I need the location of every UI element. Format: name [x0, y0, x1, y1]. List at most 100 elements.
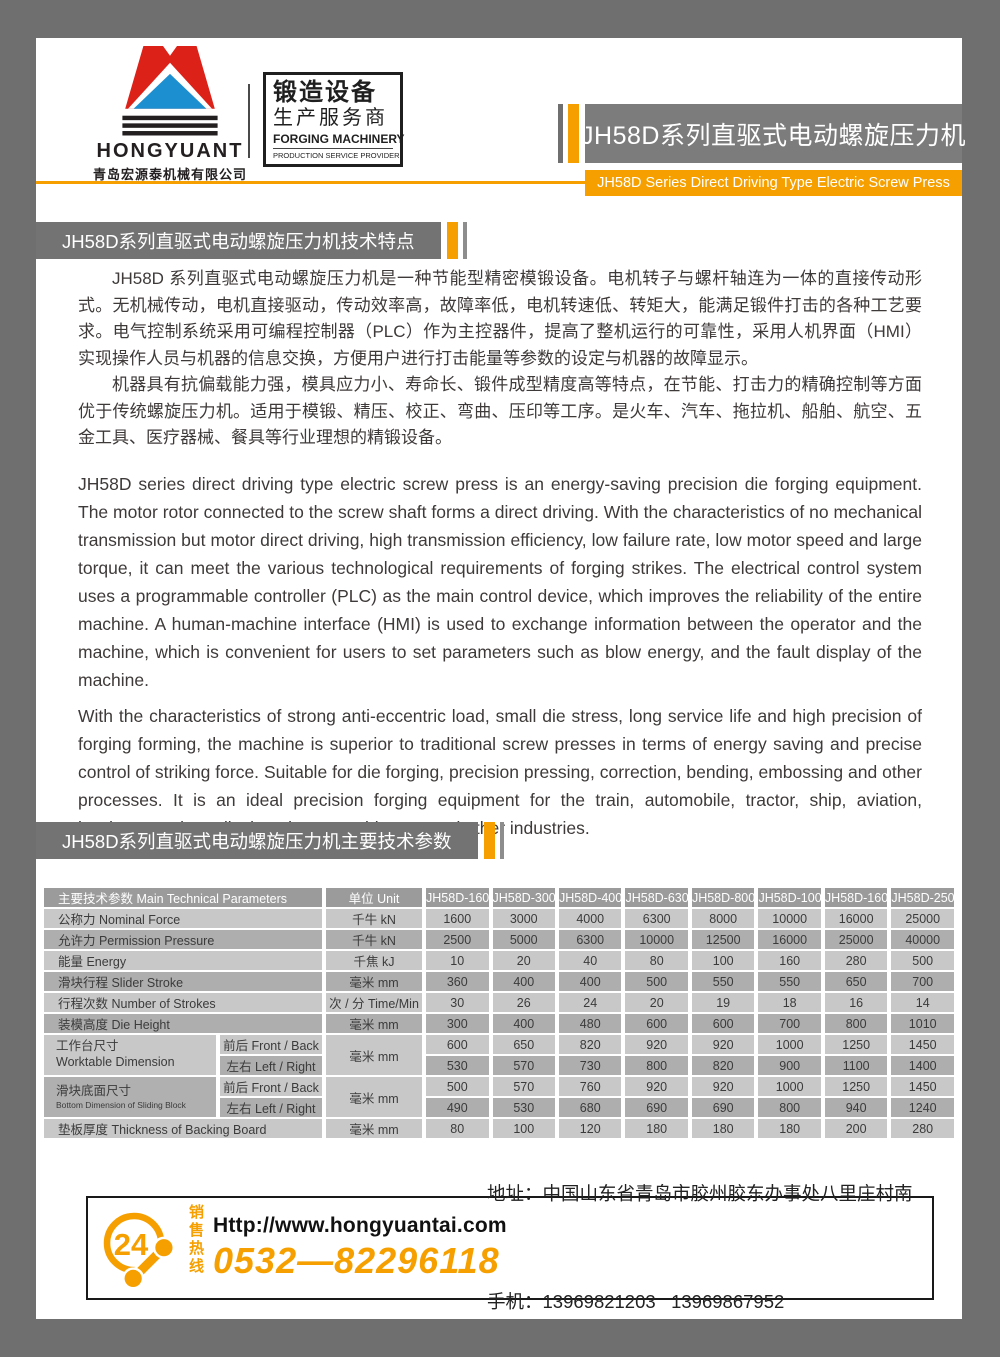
col-header-model: JH58D-800: [691, 888, 755, 907]
param-value: 180: [758, 1119, 821, 1138]
param-value: 820: [691, 1056, 755, 1075]
table-row: 能量 Energy 千焦 kJ 10 20 40 80 100 160 280 …: [44, 951, 954, 970]
hotline-24-badge: 24: [98, 1207, 180, 1290]
param-value: 6300: [558, 930, 622, 949]
badge-line1: 锻造设备: [273, 79, 377, 106]
param-value: 800: [625, 1056, 688, 1075]
col-header-model: JH58D-160: [426, 888, 489, 907]
param-value: 1010: [891, 1014, 954, 1033]
table-row: 垫板厚度 Thickness of Backing Board 毫米 mm 80…: [44, 1119, 954, 1138]
section-features-heading: JH58D系列直驱式电动螺旋压力机技术特点: [36, 222, 467, 259]
col-header-model: JH58D-300: [492, 888, 555, 907]
param-value: 530: [426, 1056, 489, 1075]
col-header-unit: 单位 Unit: [326, 888, 423, 907]
param-value: 600: [625, 1014, 688, 1033]
param-value: 40000: [891, 930, 954, 949]
page-header: HONGYUANT 青岛宏源泰机械有限公司 锻造设备 生产服务商 FORGING…: [36, 38, 965, 222]
param-value: 1450: [891, 1077, 954, 1096]
features-chinese-text: JH58D 系列直驱式电动螺旋压力机是一种节能型精密模锻设备。电机转子与螺杆轴连…: [78, 266, 922, 452]
param-value: 800: [824, 1014, 888, 1033]
param-value: 10: [426, 951, 489, 970]
table-row: 装模高度 Die Height 毫米 mm 300 400 480 600 60…: [44, 1014, 954, 1033]
param-value: 650: [824, 972, 888, 991]
group-label-en: Worktable Dimension: [56, 1055, 175, 1069]
param-value: 180: [625, 1119, 688, 1138]
param-value: 940: [824, 1098, 888, 1117]
product-title-en: JH58D Series Direct Driving Type Electri…: [585, 170, 962, 196]
param-unit: 毫米 mm: [326, 1035, 423, 1075]
table-row: 滑块底面尺寸 Bottom Dimension of Sliding Block…: [44, 1077, 954, 1117]
param-sub-label: 前后 Front / Back: [220, 1077, 323, 1096]
hotline-24-number: 24: [113, 1227, 149, 1262]
param-value: 550: [691, 972, 755, 991]
param-value: 5000: [492, 930, 555, 949]
param-value: 6300: [625, 909, 688, 928]
col-header-model: JH58D-2500: [891, 888, 954, 907]
website-url: Http://www.hongyuantai.com: [213, 1214, 507, 1237]
param-label: 装模高度 Die Height: [44, 1014, 323, 1033]
param-value: 20: [492, 951, 555, 970]
param-value: 10000: [625, 930, 688, 949]
address-block: 地址：中国山东省青岛市胶州胶东办事处八里庄村南 手机：13969821203 1…: [487, 1104, 913, 1357]
col-header-model: JH58D-630: [625, 888, 688, 907]
param-value: 25000: [891, 909, 954, 928]
param-value: 25000: [824, 930, 888, 949]
param-value: 280: [824, 951, 888, 970]
param-value: 400: [492, 972, 555, 991]
param-value: 30: [426, 993, 489, 1012]
table-row: 左右 Left / Right 490 530 680 690 690 800 …: [44, 1098, 954, 1117]
parameters-table: 主要技术参数 Main Technical Parameters 单位 Unit…: [40, 886, 958, 1140]
param-unit: 毫米 mm: [326, 1119, 423, 1138]
param-unit: 千牛 kN: [326, 909, 423, 928]
en-paragraph-1: JH58D series direct driving type electri…: [78, 474, 922, 690]
param-value: 920: [625, 1077, 688, 1096]
table-header-row: 主要技术参数 Main Technical Parameters 单位 Unit…: [44, 888, 954, 907]
param-value: 12500: [691, 930, 755, 949]
param-value: 80: [426, 1119, 489, 1138]
param-value: 19: [691, 993, 755, 1012]
param-value: 570: [492, 1056, 555, 1075]
param-value: 200: [824, 1119, 888, 1138]
param-value: 900: [758, 1056, 821, 1075]
features-heading-text: JH58D系列直驱式电动螺旋压力机技术特点: [36, 222, 441, 259]
cn-paragraph-2: 机器具有抗偏载能力强，模具应力小、寿命长、锻件成型精度高等特点，在节能、打击力的…: [78, 375, 922, 447]
badge-line4: PRODUCTION SERVICE PROVIDER: [273, 148, 400, 160]
param-value: 160: [758, 951, 821, 970]
param-value: 3000: [492, 909, 555, 928]
param-value: 400: [492, 1014, 555, 1033]
param-group-label: 滑块底面尺寸 Bottom Dimension of Sliding Block: [44, 1077, 216, 1117]
param-value: 180: [691, 1119, 755, 1138]
contact-mid-column: Http://www.hongyuantai.com 0532—82296118: [213, 1214, 507, 1282]
param-value: 920: [691, 1035, 755, 1054]
heading-accent-gray-bar: [462, 222, 467, 259]
param-value: 550: [758, 972, 821, 991]
col-header-model: JH58D-400: [558, 888, 622, 907]
param-value: 24: [558, 993, 622, 1012]
param-value: 500: [891, 951, 954, 970]
hotline-phone-number: 0532—82296118: [213, 1240, 500, 1281]
param-value: 500: [625, 972, 688, 991]
param-value: 690: [625, 1098, 688, 1117]
hotline-label: 销售热线: [187, 1204, 204, 1276]
heading-accent-orange-bar: [446, 222, 458, 259]
forging-machinery-badge: 锻造设备 生产服务商 FORGING MACHINERY PRODUCTION …: [263, 72, 405, 168]
param-value: 700: [758, 1014, 821, 1033]
param-value: 120: [558, 1119, 622, 1138]
param-value: 530: [492, 1098, 555, 1117]
param-group-label: 工作台尺寸 Worktable Dimension: [44, 1035, 216, 1075]
col-header-parameters: 主要技术参数 Main Technical Parameters: [44, 888, 323, 907]
col-header-model: JH58D-1600: [824, 888, 888, 907]
param-unit: 次 / 分 Time/Min: [326, 993, 423, 1012]
param-value: 700: [891, 972, 954, 991]
param-sub-label: 左右 Left / Right: [220, 1098, 323, 1117]
param-value: 360: [426, 972, 489, 991]
param-value: 1240: [891, 1098, 954, 1117]
param-value: 280: [891, 1119, 954, 1138]
param-value: 16: [824, 993, 888, 1012]
param-value: 480: [558, 1014, 622, 1033]
param-sub-label: 左右 Left / Right: [220, 1056, 323, 1075]
brand-company-name: 青岛宏源泰机械有限公司: [92, 167, 247, 182]
param-sub-label: 前后 Front / Back: [220, 1035, 323, 1054]
title-accent-orange-bar: [568, 104, 579, 163]
